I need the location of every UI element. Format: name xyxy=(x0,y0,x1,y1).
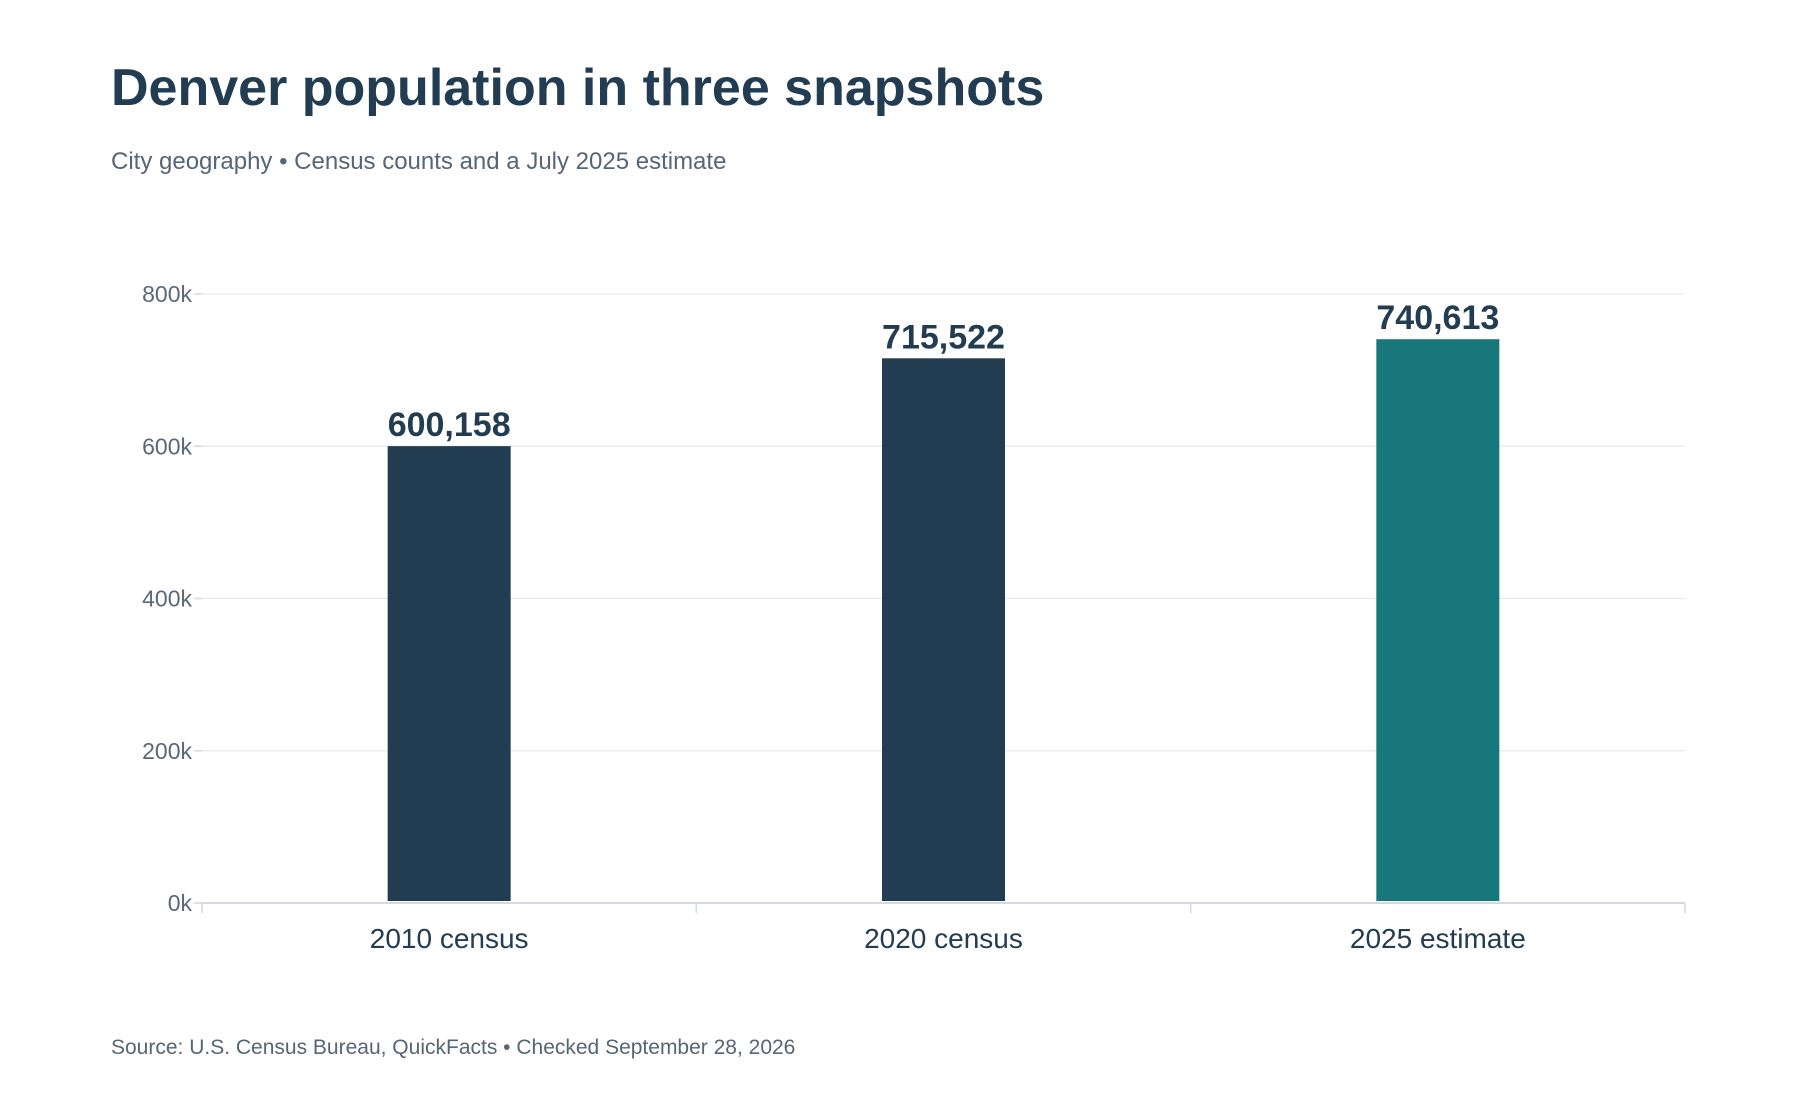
x-tick-label-2: 2020 census xyxy=(864,923,1023,954)
bar-3 xyxy=(1376,339,1500,901)
y-tick-label: 600k xyxy=(142,433,192,459)
x-tick-label-3: 2025 estimate xyxy=(1350,923,1526,954)
x-axis: 2010 census 2020 census 2025 estimate xyxy=(201,902,1686,954)
source-note: Source: U.S. Census Bureau, QuickFacts •… xyxy=(111,1036,796,1059)
chart-subtitle: City geography • Census counts and a Jul… xyxy=(111,148,727,175)
data-label-3: 740,613 xyxy=(1376,299,1499,337)
y-tick-label: 800k xyxy=(142,281,192,307)
data-label-2: 715,522 xyxy=(882,318,1005,356)
y-axis: 0k 200k 400k 600k 800k xyxy=(142,281,202,916)
y-tick-label: 0k xyxy=(168,890,193,916)
bar-2 xyxy=(882,358,1005,902)
data-labels: 600,158 715,522 740,613 xyxy=(388,299,1500,444)
bars xyxy=(387,339,1500,902)
chart-title: Denver population in three snapshots xyxy=(111,59,1045,117)
data-label-1: 600,158 xyxy=(388,406,511,444)
y-tick-label: 200k xyxy=(142,738,192,764)
x-tick-label-1: 2010 census xyxy=(370,923,529,954)
y-tick-label: 400k xyxy=(142,586,192,612)
bar-1 xyxy=(387,446,511,901)
